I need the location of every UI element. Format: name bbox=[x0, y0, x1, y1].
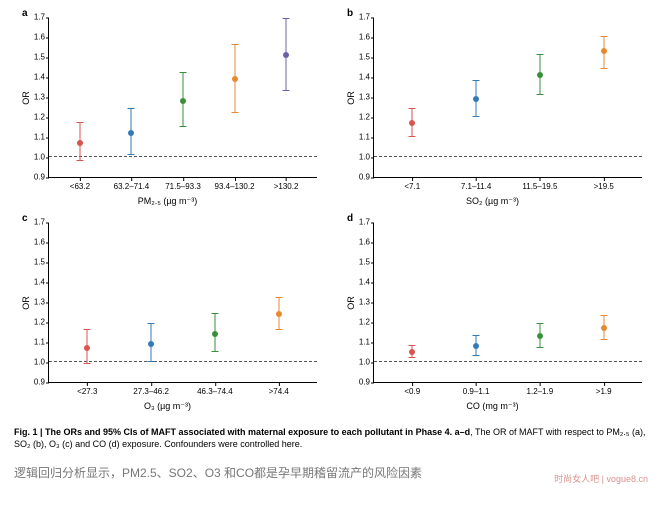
y-tick: 1.6 bbox=[350, 33, 370, 42]
x-tick: 1.2–1.9 bbox=[527, 387, 554, 396]
y-tick: 1.0 bbox=[350, 153, 370, 162]
watermark: 时尚女人吧 | vogue8.cn bbox=[554, 472, 648, 485]
figure: aOR0.91.01.11.21.31.41.51.61.7<63.263.2–… bbox=[0, 0, 660, 454]
y-tick: 1.6 bbox=[25, 33, 45, 42]
reference-line bbox=[49, 361, 317, 362]
y-tick: 0.9 bbox=[350, 173, 370, 182]
x-tick: 63.2–71.4 bbox=[114, 182, 150, 191]
y-tick: 1.5 bbox=[25, 53, 45, 62]
x-tick: >19.5 bbox=[594, 182, 614, 191]
reference-line bbox=[49, 156, 317, 157]
x-axis-label: SO₂ (µg m⁻³) bbox=[339, 196, 646, 207]
y-tick: 0.9 bbox=[350, 378, 370, 387]
y-tick: 1.4 bbox=[350, 278, 370, 287]
x-tick: 7.1–11.4 bbox=[461, 182, 492, 191]
x-tick: >1.9 bbox=[596, 387, 612, 396]
y-tick: 1.0 bbox=[25, 358, 45, 367]
x-tick: >74.4 bbox=[269, 387, 289, 396]
y-tick: 1.0 bbox=[350, 358, 370, 367]
y-tick: 1.7 bbox=[25, 13, 45, 22]
y-tick: 1.1 bbox=[350, 133, 370, 142]
panel-c: cOR0.91.01.11.21.31.41.51.61.7<27.327.3–… bbox=[14, 215, 321, 412]
x-tick: 0.9–1.1 bbox=[463, 387, 490, 396]
panel-a: aOR0.91.01.11.21.31.41.51.61.7<63.263.2–… bbox=[14, 10, 321, 207]
plot-area: OR0.91.01.11.21.31.41.51.61.7<27.327.3–4… bbox=[48, 223, 317, 383]
y-tick: 1.7 bbox=[350, 218, 370, 227]
y-tick: 1.6 bbox=[350, 238, 370, 247]
x-tick: <63.2 bbox=[70, 182, 90, 191]
x-tick: >130.2 bbox=[274, 182, 299, 191]
x-tick: 27.3–46.2 bbox=[133, 387, 169, 396]
y-tick: 1.1 bbox=[25, 338, 45, 347]
y-tick: 1.3 bbox=[350, 93, 370, 102]
reference-line bbox=[374, 361, 642, 362]
y-tick: 0.9 bbox=[25, 173, 45, 182]
x-tick: 71.5–93.3 bbox=[165, 182, 201, 191]
y-tick: 1.0 bbox=[25, 153, 45, 162]
x-tick: 46.3–74.4 bbox=[197, 387, 233, 396]
y-tick: 1.1 bbox=[25, 133, 45, 142]
panel-d: dOR0.91.01.11.21.31.41.51.61.7<0.90.9–1.… bbox=[339, 215, 646, 412]
y-tick: 1.3 bbox=[25, 298, 45, 307]
y-tick: 1.2 bbox=[25, 113, 45, 122]
plot-area: OR0.91.01.11.21.31.41.51.61.7<0.90.9–1.1… bbox=[373, 223, 642, 383]
y-tick: 1.1 bbox=[350, 338, 370, 347]
x-tick: 11.5–19.5 bbox=[522, 182, 557, 191]
y-tick: 1.7 bbox=[25, 218, 45, 227]
y-tick: 1.4 bbox=[25, 73, 45, 82]
y-tick: 1.2 bbox=[350, 113, 370, 122]
y-tick: 1.3 bbox=[25, 93, 45, 102]
x-axis-label: CO (mg m⁻³) bbox=[339, 401, 646, 412]
y-tick: 1.2 bbox=[350, 318, 370, 327]
y-tick: 1.5 bbox=[350, 258, 370, 267]
y-tick: 1.4 bbox=[25, 278, 45, 287]
plot-area: OR0.91.01.11.21.31.41.51.61.7<63.263.2–7… bbox=[48, 18, 317, 178]
y-tick: 1.7 bbox=[350, 13, 370, 22]
y-tick: 1.3 bbox=[350, 298, 370, 307]
x-tick: <7.1 bbox=[404, 182, 420, 191]
y-tick: 1.5 bbox=[25, 258, 45, 267]
caption-lead: Fig. 1 | The ORs and 95% CIs of MAFT ass… bbox=[14, 427, 470, 437]
panel-b: bOR0.91.01.11.21.31.41.51.61.7<7.17.1–11… bbox=[339, 10, 646, 207]
x-tick: 93.4–130.2 bbox=[215, 182, 255, 191]
reference-line bbox=[374, 156, 642, 157]
plot-area: OR0.91.01.11.21.31.41.51.61.7<7.17.1–11.… bbox=[373, 18, 642, 178]
y-tick: 1.2 bbox=[25, 318, 45, 327]
x-axis-label: O₃ (µg m⁻³) bbox=[14, 401, 321, 412]
y-tick: 0.9 bbox=[25, 378, 45, 387]
x-axis-label: PM₂.₅ (µg m⁻³) bbox=[14, 196, 321, 207]
y-tick: 1.5 bbox=[350, 53, 370, 62]
figure-caption: Fig. 1 | The ORs and 95% CIs of MAFT ass… bbox=[14, 426, 646, 450]
y-tick: 1.6 bbox=[25, 238, 45, 247]
x-tick: <27.3 bbox=[77, 387, 97, 396]
x-tick: <0.9 bbox=[404, 387, 420, 396]
y-tick: 1.4 bbox=[350, 73, 370, 82]
